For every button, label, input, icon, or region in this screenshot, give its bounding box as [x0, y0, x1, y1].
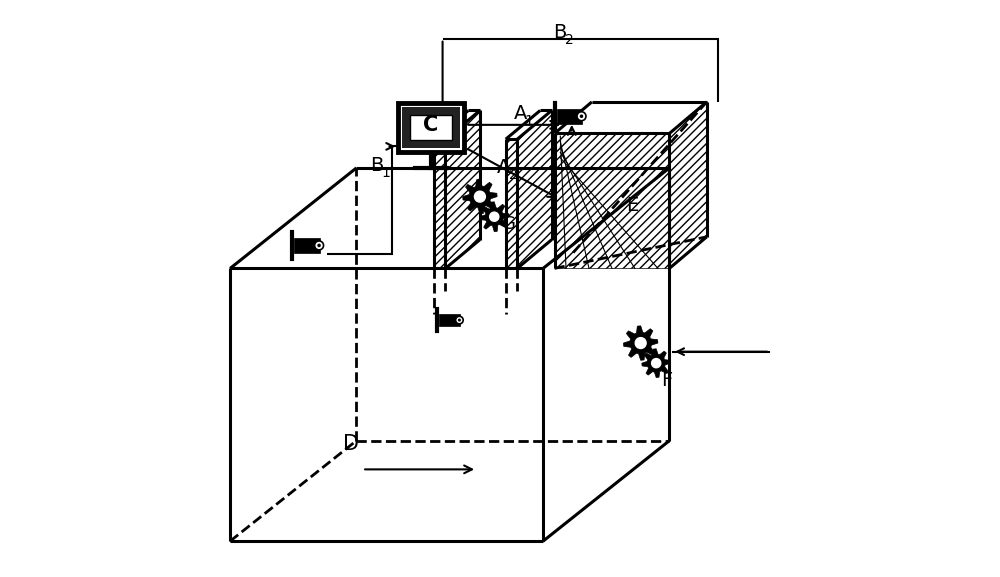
Text: E: E — [626, 196, 638, 215]
Circle shape — [580, 114, 583, 118]
Circle shape — [652, 358, 661, 368]
Polygon shape — [623, 326, 658, 360]
Bar — [557, 109, 582, 123]
Polygon shape — [642, 349, 671, 377]
Text: F: F — [661, 371, 672, 390]
Circle shape — [474, 191, 485, 202]
Text: 2: 2 — [509, 168, 518, 182]
Bar — [402, 107, 460, 148]
Circle shape — [635, 338, 646, 349]
Bar — [294, 238, 320, 253]
Text: A: A — [497, 159, 511, 177]
Circle shape — [315, 241, 324, 250]
Text: B: B — [370, 156, 383, 174]
Circle shape — [456, 316, 463, 324]
Text: 2: 2 — [565, 33, 574, 47]
Bar — [410, 115, 452, 140]
Circle shape — [458, 319, 461, 321]
Polygon shape — [479, 202, 509, 231]
Polygon shape — [463, 179, 497, 214]
Text: D: D — [343, 433, 359, 454]
Bar — [439, 314, 460, 327]
Circle shape — [317, 243, 321, 247]
Circle shape — [577, 112, 586, 121]
Text: C: C — [423, 115, 439, 135]
Text: A: A — [513, 104, 527, 123]
Bar — [398, 103, 464, 152]
Text: 1: 1 — [525, 114, 534, 128]
Text: G: G — [502, 215, 516, 233]
Circle shape — [490, 212, 499, 222]
Text: B: B — [554, 24, 567, 43]
Text: 1: 1 — [381, 166, 390, 179]
